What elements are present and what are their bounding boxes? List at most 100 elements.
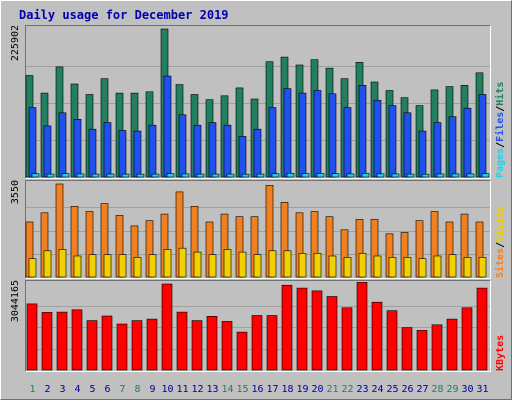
bar-kbytes-kbytes-day-8	[131, 320, 143, 371]
bar-kbytes-kbytes-day-17	[266, 315, 278, 371]
legend-item-kbytes: KBytes	[495, 335, 506, 371]
bar-kbytes-kbytes-day-29	[446, 318, 458, 371]
bar-visits-visits-day-21	[328, 255, 337, 278]
panel-kbytes-frame-highlight	[25, 280, 491, 372]
x-tick-label-day-27: 27	[416, 384, 428, 395]
bar-hits-files-day-17	[268, 107, 277, 178]
bar-hits-files-day-27	[418, 130, 427, 178]
x-tick-label-day-28: 28	[431, 384, 443, 395]
bar-visits-visits-day-26	[403, 257, 412, 278]
bar-kbytes-kbytes-day-25	[386, 310, 398, 371]
bar-hits-pages-day-29	[451, 173, 460, 178]
bar-hits-pages-day-5	[91, 173, 100, 178]
bar-kbytes-kbytes-day-1	[26, 303, 38, 371]
bar-hits-pages-day-26	[406, 173, 415, 178]
bar-visits-visits-day-10	[163, 249, 172, 278]
bar-hits-pages-day-23	[361, 173, 370, 178]
bar-visits-visits-day-31	[478, 257, 487, 278]
bar-hits-files-day-30	[463, 107, 472, 178]
x-tick-label-day-22: 22	[341, 384, 353, 395]
x-tick-label-day-2: 2	[44, 384, 50, 395]
bar-kbytes-kbytes-day-16	[251, 315, 263, 371]
bar-kbytes-kbytes-day-4	[71, 309, 83, 371]
legend-item-hits: Hits	[494, 82, 506, 106]
bar-kbytes-kbytes-day-12	[191, 320, 203, 371]
bar-visits-visits-day-23	[358, 253, 367, 278]
x-tick-label-day-25: 25	[386, 384, 398, 395]
bar-hits-files-day-4	[73, 119, 82, 178]
bar-visits-visits-day-12	[193, 251, 202, 278]
bar-hits-pages-day-7	[121, 173, 130, 178]
x-tick-label-day-6: 6	[104, 384, 110, 395]
bar-hits-files-day-21	[328, 93, 337, 178]
bar-hits-files-day-26	[403, 112, 412, 178]
x-tick-label-day-31: 31	[476, 384, 488, 395]
x-tick-label-day-18: 18	[281, 384, 293, 395]
bar-visits-visits-day-13	[208, 254, 217, 278]
bar-kbytes-kbytes-day-10	[161, 283, 173, 371]
bar-visits-visits-day-22	[343, 257, 352, 278]
chart-panels: 225902Pages/Files/Hits3550Sites/Visits30…	[10, 25, 506, 372]
bar-hits-files-day-23	[358, 85, 367, 178]
x-axis-day-labels: 1 2 3 4 5 6 7 8 9 10 11 12 13 14 15 16 17 18 19 20 21 22 23 24 2…	[29, 384, 488, 395]
bar-kbytes-kbytes-day-19	[296, 287, 308, 371]
bar-visits-visits-day-4	[73, 255, 82, 278]
bar-hits-files-day-11	[178, 114, 187, 178]
bar-kbytes-kbytes-day-24	[371, 301, 383, 371]
legend-item-visits: Visits	[494, 206, 506, 242]
bar-hits-pages-day-1	[31, 173, 40, 178]
bar-hits-files-day-18	[283, 88, 292, 178]
bar-hits-pages-day-31	[481, 173, 490, 178]
legend-separator: /	[495, 242, 506, 248]
bar-hits-pages-day-2	[46, 173, 55, 178]
x-tick-label-day-5: 5	[89, 384, 95, 395]
legend-separator: /	[495, 106, 506, 112]
bar-hits-files-day-9	[148, 124, 157, 178]
bar-visits-visits-day-28	[433, 255, 442, 278]
bar-hits-pages-day-12	[196, 173, 205, 178]
bar-hits-pages-day-19	[301, 173, 310, 178]
bar-visits-visits-day-16	[253, 254, 262, 278]
legend-item-sites: Sites	[494, 248, 506, 278]
x-tick-label-day-17: 17	[266, 384, 278, 395]
x-tick-label-day-3: 3	[59, 384, 65, 395]
panel-hits-frame-highlight	[25, 25, 491, 179]
x-tick-label-day-14: 14	[221, 384, 233, 395]
bar-hits-files-day-8	[133, 130, 142, 178]
bar-kbytes-kbytes-day-6	[101, 315, 113, 371]
bar-kbytes-kbytes-day-9	[146, 318, 158, 371]
bar-kbytes-kbytes-day-23	[356, 282, 368, 371]
x-tick-label-day-30: 30	[461, 384, 473, 395]
bar-hits-files-day-24	[373, 100, 382, 178]
bar-kbytes-kbytes-day-2	[41, 312, 53, 371]
x-tick-label-day-15: 15	[236, 384, 248, 395]
bar-visits-visits-day-30	[463, 257, 472, 278]
x-tick-label-day-16: 16	[251, 384, 263, 395]
bar-hits-pages-day-25	[391, 173, 400, 178]
x-tick-label-day-24: 24	[371, 384, 383, 395]
bar-kbytes-kbytes-day-21	[326, 296, 338, 371]
bar-hits-files-day-10	[163, 75, 172, 178]
bar-hits-files-day-13	[208, 122, 217, 178]
bar-hits-pages-day-4	[76, 173, 85, 178]
bar-kbytes-kbytes-day-27	[416, 330, 428, 371]
panel-kbytes-legend: KBytes	[495, 335, 506, 371]
bar-hits-files-day-28	[433, 122, 442, 178]
x-tick-label-day-1: 1	[29, 384, 35, 395]
bar-hits-files-day-29	[448, 116, 457, 178]
bar-visits-visits-day-5	[88, 254, 97, 278]
x-tick-label-day-9: 9	[149, 384, 155, 395]
bar-visits-visits-day-18	[283, 250, 292, 278]
bar-visits-visits-day-15	[238, 251, 247, 278]
legend-separator: /	[495, 142, 506, 148]
bar-hits-files-day-20	[313, 90, 322, 178]
x-tick-label-day-21: 21	[326, 384, 338, 395]
panel-visits-frame-shadow	[25, 180, 491, 279]
panel-visits-y-max-label: 3550	[10, 180, 21, 204]
bar-hits-files-day-19	[298, 92, 307, 178]
chart-title: Daily usage for December 2019	[19, 8, 229, 22]
bar-hits-pages-day-6	[106, 173, 115, 178]
bar-kbytes-kbytes-day-30	[461, 307, 473, 371]
bar-hits-pages-day-28	[436, 173, 445, 178]
bar-hits-pages-day-15	[241, 173, 250, 178]
